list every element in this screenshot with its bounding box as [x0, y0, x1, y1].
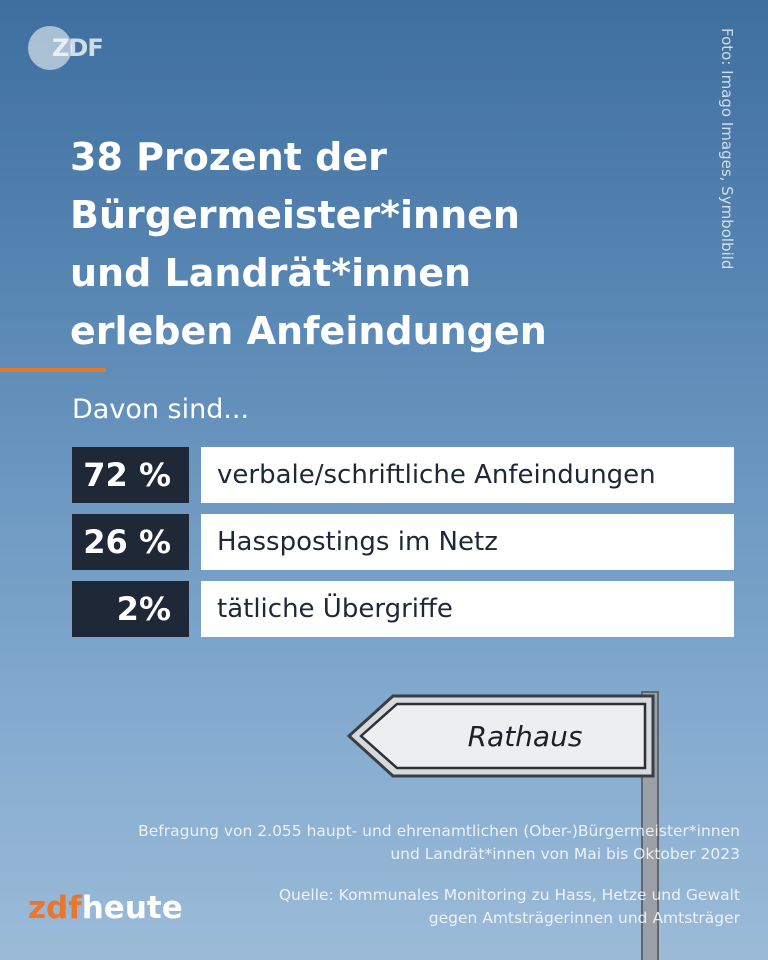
stat-label: Hasspostings im Netz: [201, 514, 734, 570]
survey-footnote: Befragung von 2.055 haupt- und ehrenamtl…: [138, 820, 740, 866]
brand-heute: heute: [81, 890, 183, 926]
headline: 38 Prozent der Bürgermeister*innen und L…: [70, 128, 670, 360]
stat-label: tätliche Übergriffe: [201, 581, 734, 637]
footnote-line-1: Befragung von 2.055 haupt- und ehrenamtl…: [138, 822, 740, 840]
accent-divider: [0, 368, 106, 372]
zdf-logo-icon: [28, 26, 72, 70]
source-line-2: gegen Amtsträgerinnen und Amtsträger: [428, 909, 740, 927]
source-line-1: Quelle: Kommunales Monitoring zu Hass, H…: [278, 886, 740, 904]
stat-percent: 26 %: [72, 514, 189, 570]
stat-percent: 2%: [72, 581, 189, 637]
rathaus-sign: Rathaus: [346, 691, 659, 960]
zdf-logo-text: ZDF: [52, 34, 104, 62]
footnote-line-2: und Landrät*innen von Mai bis Oktober 20…: [390, 845, 740, 863]
headline-line-4: erleben Anfeindungen: [70, 309, 547, 353]
stat-label: verbale/schriftliche Anfeindungen: [201, 447, 734, 503]
sign-text: Rathaus: [468, 720, 583, 753]
sign-inner-border: [359, 702, 647, 770]
stat-percent: 72 %: [72, 447, 189, 503]
zdfheute-logo: zdfheute: [28, 890, 183, 926]
headline-line-3: und Landrät*innen: [70, 251, 472, 295]
headline-line-2: Bürgermeister*innen: [70, 193, 520, 237]
brand-zdf: zdf: [28, 890, 82, 926]
headline-line-1: 38 Prozent der: [70, 135, 387, 179]
source-footnote: Quelle: Kommunales Monitoring zu Hass, H…: [279, 884, 740, 930]
subhead: Davon sind...: [72, 394, 250, 425]
photo-credit: Foto: Imago Images, Symbolbild: [718, 28, 736, 270]
